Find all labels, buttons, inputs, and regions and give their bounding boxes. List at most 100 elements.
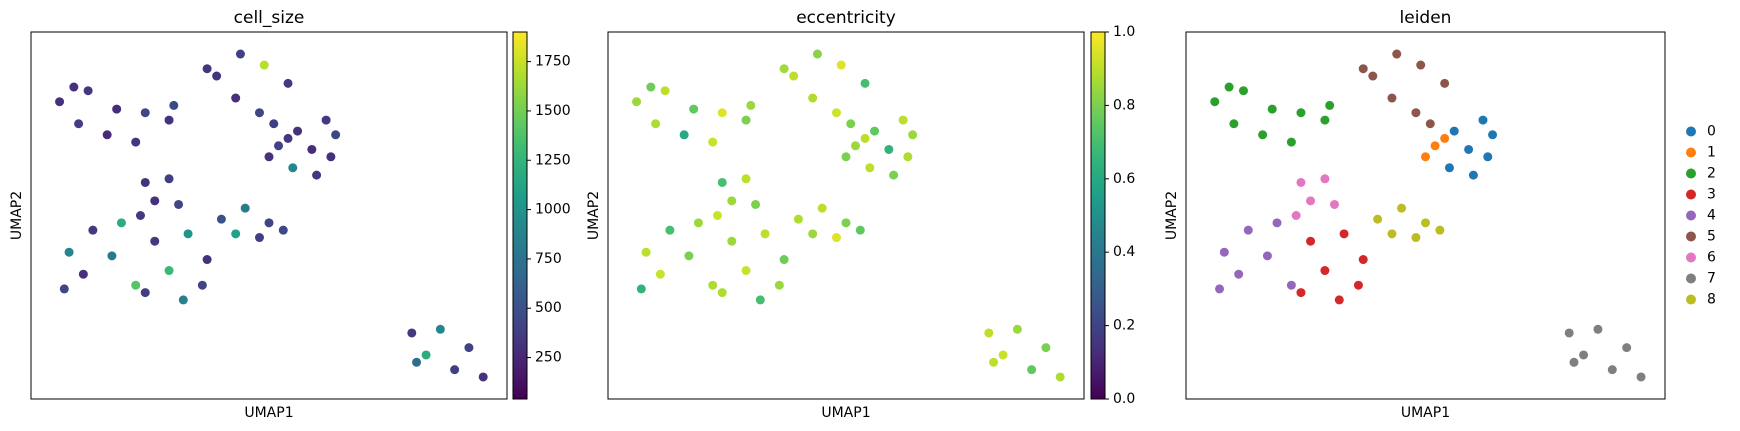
point bbox=[1325, 100, 1335, 110]
point bbox=[841, 218, 851, 228]
point bbox=[235, 49, 245, 59]
point bbox=[1636, 372, 1646, 382]
point bbox=[131, 137, 141, 147]
point bbox=[684, 251, 694, 261]
point bbox=[1569, 357, 1579, 367]
point bbox=[64, 247, 74, 257]
point bbox=[283, 133, 293, 143]
point bbox=[1329, 199, 1339, 209]
point bbox=[1027, 365, 1037, 375]
point bbox=[884, 144, 894, 154]
point bbox=[269, 119, 279, 129]
point bbox=[1411, 108, 1421, 118]
legend-label: 1 bbox=[1707, 145, 1716, 161]
legend-label: 7 bbox=[1707, 271, 1716, 287]
colorbar-tick-label: 750 bbox=[535, 251, 562, 267]
point bbox=[779, 64, 789, 74]
point bbox=[1334, 295, 1344, 305]
legend-label: 4 bbox=[1707, 208, 1716, 224]
axes-frame bbox=[1185, 31, 1666, 400]
point bbox=[646, 82, 656, 92]
point bbox=[1012, 324, 1022, 334]
legend-marker bbox=[1686, 126, 1696, 137]
point bbox=[760, 229, 770, 239]
point bbox=[178, 295, 188, 305]
point bbox=[183, 229, 193, 239]
point bbox=[1478, 115, 1488, 125]
point bbox=[1272, 218, 1282, 228]
point bbox=[1286, 280, 1296, 290]
point bbox=[69, 82, 79, 92]
point bbox=[860, 133, 870, 143]
point bbox=[102, 130, 112, 140]
legend-label: 3 bbox=[1707, 187, 1716, 203]
point bbox=[712, 211, 722, 220]
point bbox=[1306, 236, 1316, 246]
point bbox=[240, 203, 250, 213]
point bbox=[197, 280, 207, 290]
point bbox=[321, 115, 331, 125]
point bbox=[1243, 225, 1253, 235]
point bbox=[665, 225, 675, 235]
colorbar-tick-label: 0.8 bbox=[1113, 97, 1135, 113]
point bbox=[1339, 229, 1349, 239]
point bbox=[636, 284, 646, 294]
colorbar-tick-label: 0.0 bbox=[1113, 391, 1135, 407]
point bbox=[307, 144, 317, 154]
point bbox=[846, 119, 856, 129]
legend-marker bbox=[1686, 252, 1696, 263]
point bbox=[984, 328, 994, 338]
point bbox=[164, 174, 174, 184]
point bbox=[989, 357, 999, 367]
point bbox=[1488, 130, 1498, 140]
point bbox=[331, 130, 341, 140]
point bbox=[779, 255, 789, 265]
point bbox=[1468, 170, 1478, 180]
point bbox=[708, 280, 718, 290]
point bbox=[164, 115, 174, 125]
point bbox=[679, 130, 689, 140]
point bbox=[789, 71, 799, 81]
point bbox=[264, 218, 274, 228]
colorbar-tick-label: 0.2 bbox=[1113, 318, 1135, 334]
legend-marker bbox=[1686, 210, 1696, 221]
legend-marker bbox=[1686, 189, 1696, 200]
point bbox=[231, 229, 241, 239]
point bbox=[751, 199, 761, 209]
point bbox=[1215, 284, 1225, 294]
point bbox=[288, 163, 298, 173]
point bbox=[1397, 203, 1407, 213]
point bbox=[1306, 196, 1316, 206]
point bbox=[741, 266, 751, 276]
colorbar-tick-label: 1750 bbox=[535, 54, 571, 70]
point bbox=[1238, 86, 1248, 96]
point bbox=[478, 372, 488, 382]
point bbox=[1368, 71, 1378, 81]
point bbox=[421, 350, 431, 360]
colorbar bbox=[512, 31, 528, 400]
point bbox=[264, 152, 274, 162]
legend-marker bbox=[1686, 294, 1696, 305]
point bbox=[1430, 141, 1440, 151]
panel-title: leiden bbox=[1400, 8, 1452, 28]
point bbox=[727, 236, 737, 246]
point bbox=[1421, 218, 1430, 228]
axes-frame bbox=[30, 31, 508, 400]
point bbox=[717, 177, 727, 187]
point bbox=[1353, 280, 1363, 290]
point bbox=[651, 119, 661, 129]
y-axis-label: UMAP2 bbox=[1164, 191, 1180, 240]
point bbox=[889, 170, 899, 180]
colorbar-tick-label: 1000 bbox=[535, 202, 571, 218]
point bbox=[1416, 60, 1426, 70]
point bbox=[1358, 64, 1368, 74]
point bbox=[231, 93, 241, 103]
point bbox=[1593, 324, 1603, 334]
point bbox=[746, 100, 756, 110]
point bbox=[1607, 365, 1617, 375]
point bbox=[689, 104, 699, 114]
point bbox=[1224, 82, 1234, 92]
point bbox=[1320, 174, 1330, 184]
point bbox=[741, 174, 751, 184]
